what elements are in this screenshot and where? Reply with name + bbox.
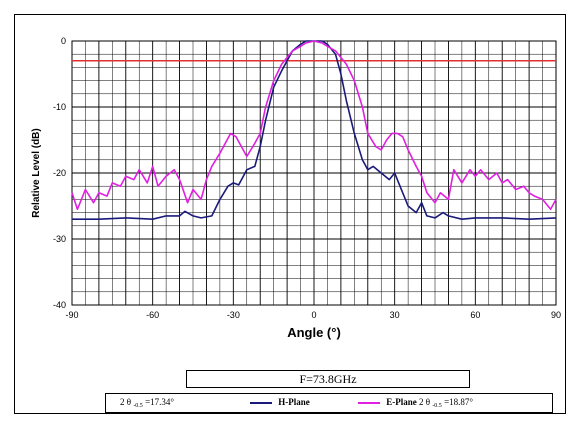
series-line-e-plane <box>71 40 557 211</box>
h-beamwidth-value: 17.34° <box>150 397 174 407</box>
y-axis-label: Relative Level (dB) <box>31 128 42 217</box>
h-theta-subscript: -0.5 <box>133 403 143 409</box>
y-tick-label: -20 <box>53 168 66 178</box>
e-plane-swatch <box>358 401 380 404</box>
legend-item-h-plane: H-Plane <box>246 397 310 407</box>
y-tick-label: -30 <box>53 234 66 244</box>
e-theta-symbol: 2 θ <box>419 397 431 407</box>
h-plane-label: H-Plane <box>278 397 310 407</box>
h-eq-sign: = <box>145 397 151 407</box>
x-tick-label: 30 <box>390 310 400 320</box>
e-beamwidth-value: 18.87° <box>449 397 473 407</box>
h-plane-swatch <box>250 401 272 404</box>
x-tick-label: 90 <box>551 310 561 320</box>
e-eq-sign: = <box>444 397 450 407</box>
chart-frame: -90 -60 -30 0 30 60 90 0 -10 -20 -30 -40 Angle (°)… <box>14 14 566 414</box>
h-plane-beamwidth: 2 θ -0.5 =17.34° <box>120 397 174 409</box>
x-tick-label: -90 <box>65 310 78 320</box>
x-tick-label: 0 <box>311 310 316 320</box>
x-tick-label: 60 <box>470 310 480 320</box>
e-plane-label: E-Plane <box>386 397 417 407</box>
y-tick-label: -10 <box>53 102 66 112</box>
series-line-h-plane <box>72 40 557 220</box>
legend-item-e-plane: E-Plane 2 θ -0.5 =18.87° <box>354 397 473 409</box>
e-theta-subscript: -0.5 <box>432 403 442 409</box>
h-theta-symbol: 2 θ <box>120 397 132 407</box>
y-tick-label: -40 <box>53 300 66 310</box>
y-tick-label: 0 <box>61 36 66 46</box>
x-axis-label: Angle (°) <box>287 325 341 340</box>
x-tick-label: -30 <box>227 310 240 320</box>
x-tick-label: -60 <box>146 310 159 320</box>
plot-area: -90 -60 -30 0 30 60 90 0 -10 -20 -30 -40 Angle (°)… <box>31 36 561 340</box>
frequency-label: F=73.8GHz <box>186 370 470 388</box>
legend: 2 θ -0.5 =17.34° H-Plane E-Plane 2 θ -0.… <box>105 393 553 413</box>
